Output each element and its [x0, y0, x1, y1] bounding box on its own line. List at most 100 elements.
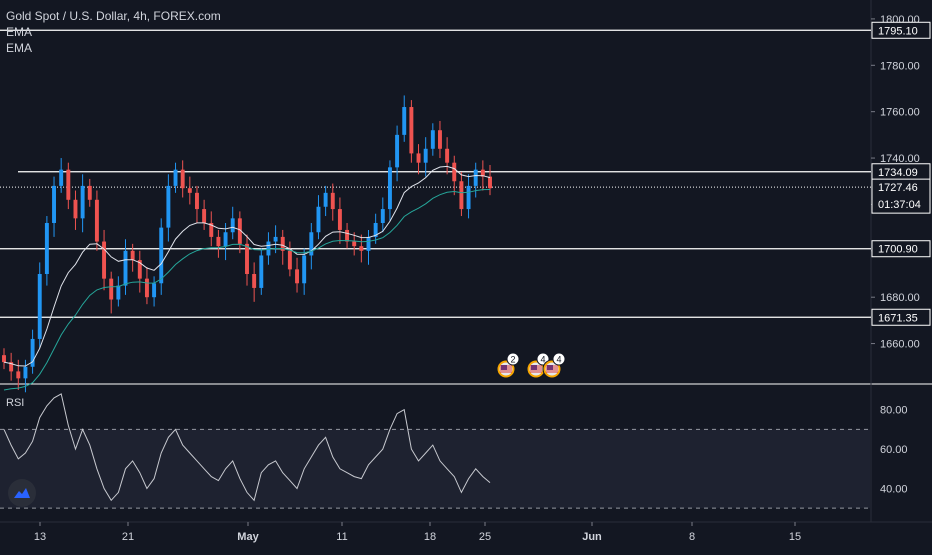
candle-body	[373, 222, 378, 237]
candle-body	[80, 185, 85, 219]
candle-body	[280, 236, 285, 251]
candle-body	[309, 232, 314, 256]
candle-body	[87, 185, 92, 200]
event-flag-canton	[501, 365, 507, 370]
candle-body	[116, 285, 121, 300]
candle-body	[94, 199, 99, 242]
rsi-tick-label: 80.00	[880, 405, 908, 417]
candle-body	[323, 192, 328, 207]
time-tick-label: May	[237, 531, 259, 543]
price-level-label: 1795.10	[878, 25, 918, 37]
symbol-title[interactable]: Gold Spot / U.S. Dollar, 4h, FOREX.com	[6, 9, 221, 23]
candle-body	[73, 199, 78, 219]
rsi-indicator-label[interactable]: RSI	[6, 397, 25, 409]
time-tick-label: 13	[34, 531, 46, 543]
price-tick-label: 1660.00	[880, 339, 920, 351]
candle-body	[395, 134, 400, 168]
candle-body	[159, 227, 164, 284]
ema-slow-line	[3, 189, 491, 391]
candle-body	[416, 153, 421, 163]
candle-body	[352, 241, 357, 247]
price-level-tag	[871, 21, 931, 39]
time-tick-label: 8	[689, 531, 695, 543]
candle-body	[387, 167, 392, 210]
candle-body	[452, 162, 457, 182]
price-tick-label: 1760.00	[880, 107, 920, 119]
candle-body	[259, 255, 264, 288]
candle-body	[173, 169, 178, 186]
candle-body	[23, 366, 28, 379]
candle-body	[316, 206, 321, 233]
ema-indicator-label-1[interactable]: EMA	[6, 25, 33, 39]
price-tick-label: 1780.00	[880, 60, 920, 72]
current-price-label: 1727.46	[878, 182, 918, 194]
candle-body	[209, 222, 214, 237]
candle-body	[102, 241, 107, 279]
candle-body	[195, 192, 199, 210]
time-tick-label: Jun	[582, 531, 602, 543]
tradingview-logo-icon[interactable]	[8, 479, 36, 507]
candle-body	[166, 185, 171, 228]
candle-body	[337, 209, 342, 230]
candle-body	[273, 236, 278, 242]
candle-body	[438, 130, 442, 149]
event-count-label: 4	[540, 355, 545, 365]
event-count-badge	[506, 352, 520, 366]
candle-body	[295, 269, 299, 284]
candle-body	[245, 243, 249, 275]
candle-body	[152, 283, 157, 298]
time-tick-label: 18	[424, 531, 436, 543]
candle-body	[180, 169, 185, 189]
candle-body	[187, 188, 192, 193]
candle-body	[44, 222, 49, 275]
event-count-label: 4	[556, 355, 561, 365]
candle-body	[445, 148, 450, 163]
candle-body	[237, 218, 242, 244]
candle-body	[223, 232, 228, 247]
event-flag-canton	[531, 365, 537, 370]
candle-body	[287, 250, 292, 270]
candle-body	[330, 192, 335, 210]
candle-body	[52, 185, 56, 223]
candle-body	[9, 362, 14, 372]
candle-body	[473, 169, 478, 186]
candle-body	[130, 250, 135, 261]
candle-body	[459, 181, 464, 210]
candle-body	[302, 255, 307, 284]
candle-body	[137, 260, 142, 279]
candle-body	[266, 241, 271, 256]
ema-fast-line	[3, 165, 491, 367]
candle-body	[230, 218, 235, 233]
event-count-label: 2	[510, 355, 515, 365]
time-tick-label: 21	[122, 531, 134, 543]
candle-body	[359, 246, 364, 251]
price-tick-label: 1680.00	[880, 292, 920, 304]
candle-body	[30, 338, 35, 367]
price-level-tag	[871, 308, 931, 326]
candle-body	[16, 371, 21, 379]
price-level-label: 1671.35	[878, 312, 918, 324]
candle-body	[366, 236, 371, 251]
price-level-label: 1734.09	[878, 167, 918, 179]
price-level-label: 1700.90	[878, 244, 918, 256]
candle-body	[345, 229, 350, 242]
candle-body	[123, 250, 128, 286]
ema-indicator-label-2[interactable]: EMA	[6, 41, 33, 55]
event-flag-canton	[547, 365, 553, 370]
price-tick-label: 1740.00	[880, 153, 920, 165]
rsi-tick-label: 60.00	[880, 444, 908, 456]
time-tick-label: 15	[789, 531, 801, 543]
time-tick-label: 25	[479, 531, 491, 543]
candle-body	[109, 278, 114, 300]
candle-body	[423, 148, 428, 163]
candle-body	[380, 209, 385, 223]
price-level-tag	[871, 240, 931, 258]
candle-body	[2, 355, 6, 363]
candle-body	[402, 107, 407, 135]
rsi-band-fill	[0, 429, 870, 509]
candle-body	[466, 185, 471, 210]
candle-body	[59, 169, 64, 186]
current-price-tag	[871, 178, 931, 214]
